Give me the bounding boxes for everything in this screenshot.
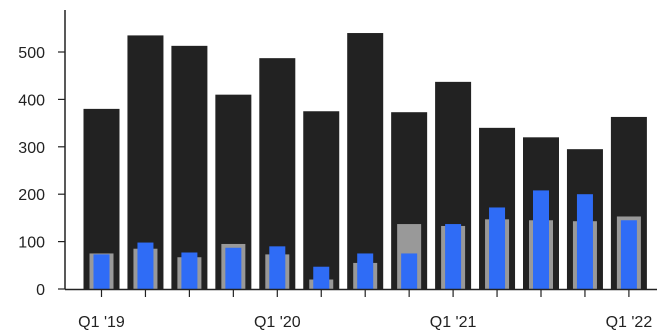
bar-series1-2 (171, 45, 208, 290)
bar-series1-6 (347, 33, 384, 289)
x-tick-label-1: Q1 '20 (254, 314, 301, 331)
bar-series3-5 (313, 266, 330, 289)
bar-series3-6 (357, 253, 374, 289)
y-tick-label-400: 400 (18, 92, 45, 109)
bar-series3-11 (576, 194, 593, 289)
y-tick-label-200: 200 (18, 187, 45, 204)
bar-series3-12 (620, 220, 637, 289)
x-tick-label-2: Q1 '21 (430, 314, 477, 331)
x-tick-label-3: Q1 '22 (606, 314, 653, 331)
bar-series3-7 (401, 253, 418, 289)
bars-layer (83, 33, 647, 290)
bar-series3-0 (93, 254, 110, 289)
y-tick-label-100: 100 (18, 235, 45, 252)
x-tick-label-0: Q1 '19 (78, 314, 125, 331)
y-tick-label-300: 300 (18, 140, 45, 157)
y-tick-label-500: 500 (18, 45, 45, 62)
bar-series3-1 (137, 242, 154, 289)
bar-series3-2 (181, 252, 198, 289)
bar-series3-3 (225, 247, 242, 289)
bar-series3-9 (489, 207, 506, 289)
y-tick-label-0: 0 (36, 282, 45, 299)
axes-layer: 0 100 200 300 400 500 Q1 '19 Q1 '20 Q1 '21 Q1 '22 (18, 10, 657, 331)
bar-series3-4 (269, 246, 286, 289)
bar-series3-10 (533, 190, 549, 289)
bar-series1-5 (303, 111, 340, 289)
bar-series3-8 (445, 224, 462, 289)
